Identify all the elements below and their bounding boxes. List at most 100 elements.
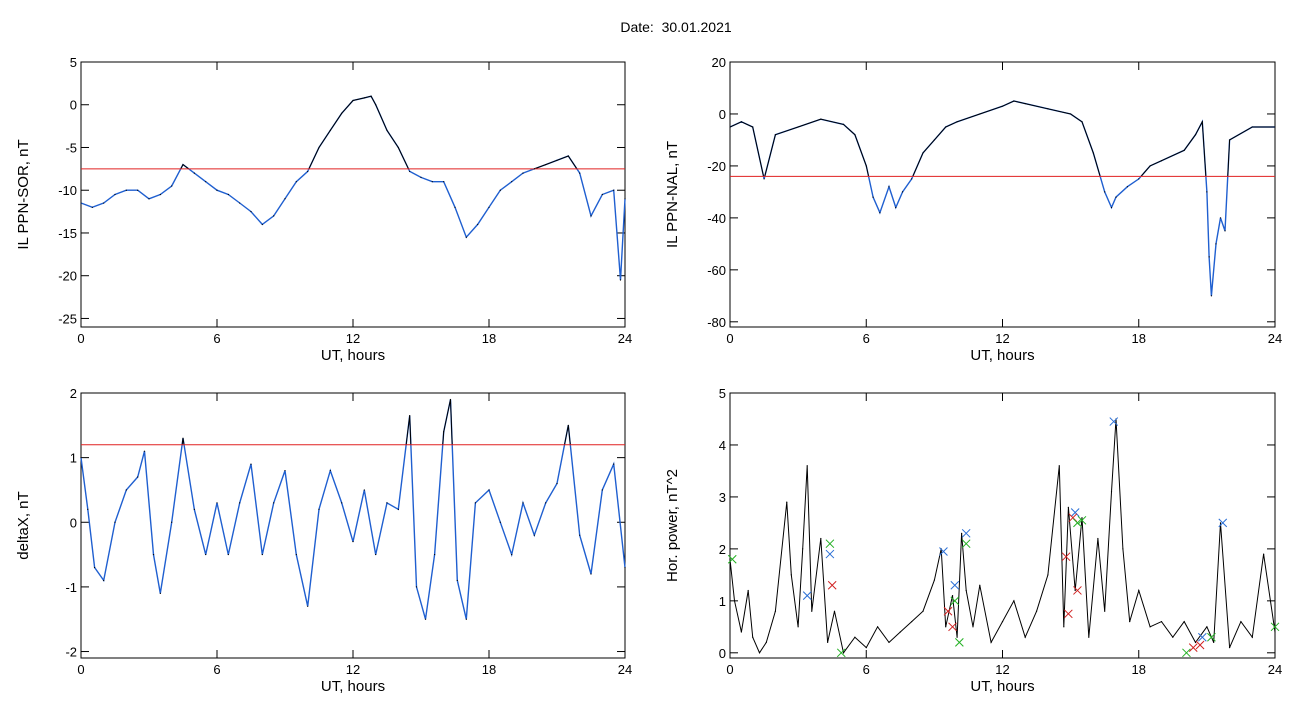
data-point: [87, 508, 89, 510]
data-point: [797, 126, 799, 128]
marker-stroke: [1197, 632, 1207, 642]
data-point: [1206, 191, 1208, 193]
y-tick-label: -25: [58, 311, 77, 326]
marker-blue-cross: [961, 528, 971, 538]
data-point: [454, 206, 456, 208]
data-point: [465, 618, 467, 620]
data-point: [758, 652, 761, 654]
data-point: [114, 193, 116, 196]
data-point: [747, 589, 749, 592]
data-point: [352, 541, 354, 543]
y-tick-label: 5: [70, 55, 77, 70]
y-axis-label: IL PPN-NAL, nT: [664, 141, 681, 248]
data-point: [318, 146, 320, 149]
marker-blue-cross: [950, 580, 960, 590]
data-point: [1274, 631, 1276, 633]
x-axis-label: UT, hours: [970, 347, 1034, 364]
data-point: [1067, 506, 1069, 508]
x-tick-label: 0: [726, 331, 733, 346]
marker-green-cross: [955, 638, 964, 647]
data-point: [193, 508, 195, 510]
marker-blue-cross: [1109, 417, 1119, 426]
marker-stroke: [1188, 643, 1198, 652]
data-point: [579, 172, 581, 174]
data-point: [159, 592, 161, 594]
data-point: [250, 463, 252, 465]
marker-green-cross: [825, 539, 835, 549]
data-point: [1183, 149, 1185, 151]
marker-red-cross: [1073, 586, 1082, 595]
data-point: [386, 129, 388, 131]
data-point: [956, 121, 958, 123]
marker-red-cross: [948, 622, 957, 632]
y-tick-label: 0: [70, 515, 77, 530]
y-tick-label: 3: [719, 490, 726, 505]
data-point: [1024, 102, 1026, 105]
chart-panel-2: 0 6 12 18 24 20 0 -20 -40 -60 -80 UT, hours IL PPN-N…: [664, 55, 1282, 364]
data-point: [137, 476, 139, 478]
marker-stroke: [1064, 609, 1073, 619]
data-point: [1263, 553, 1265, 555]
marker-stroke: [1073, 586, 1082, 595]
y-tick-label: 0: [719, 646, 726, 661]
x-tick-label: 6: [863, 662, 870, 677]
data-point: [1013, 600, 1015, 602]
data-point: [1183, 621, 1185, 623]
data-point: [1081, 517, 1083, 519]
data-point: [182, 163, 184, 166]
data-point: [1001, 621, 1004, 623]
marker-stroke: [950, 596, 960, 606]
data-point: [833, 610, 836, 612]
x-tick-label: 0: [77, 331, 84, 346]
data-point: [895, 206, 897, 209]
data-point: [1074, 589, 1076, 592]
data-point: [972, 626, 974, 628]
marker-blue-cross: [825, 549, 835, 559]
data-point: [227, 193, 229, 196]
data-point: [125, 489, 127, 491]
data-point: [341, 502, 343, 504]
data-point: [854, 636, 856, 638]
data-point: [1058, 465, 1060, 467]
x-tick-label: 24: [1268, 662, 1282, 677]
data-point: [205, 553, 207, 556]
data-point: [933, 579, 935, 581]
data-point: [205, 181, 207, 183]
data-point: [979, 113, 981, 115]
data-point: [1126, 186, 1128, 188]
data-point: [1138, 589, 1140, 592]
plot-frame: [80, 61, 626, 328]
data-point: [273, 502, 275, 504]
plot-frame: [729, 392, 1276, 659]
data-point: [415, 586, 418, 588]
data-point: [80, 457, 82, 459]
data-point: [456, 579, 458, 582]
marker-stroke: [943, 606, 953, 616]
marker-green-cross: [961, 539, 971, 549]
data-point: [1208, 256, 1210, 258]
data-point: [1274, 126, 1276, 128]
data-point: [239, 502, 241, 504]
marker-stroke: [961, 539, 971, 549]
data-point: [763, 178, 765, 180]
data-point: [103, 579, 105, 582]
data-point: [1088, 636, 1090, 638]
data-point: [318, 508, 320, 510]
y-tick-label: -1: [65, 580, 77, 595]
data-point: [945, 626, 947, 628]
data-point: [1104, 610, 1106, 612]
marker-stroke: [1182, 648, 1191, 658]
marker-red-cross: [1061, 552, 1071, 562]
data-point: [329, 469, 331, 472]
plot-frame: [80, 392, 626, 659]
data-point: [545, 502, 547, 504]
data-point: [363, 97, 365, 99]
data-point: [872, 196, 874, 198]
series-line: [729, 418, 1276, 654]
data-point: [601, 489, 603, 491]
marker-stroke: [1061, 552, 1071, 562]
marker-stroke: [950, 580, 960, 590]
marker-stroke: [727, 554, 737, 564]
data-point: [375, 553, 377, 556]
marker-stroke: [1195, 640, 1205, 650]
